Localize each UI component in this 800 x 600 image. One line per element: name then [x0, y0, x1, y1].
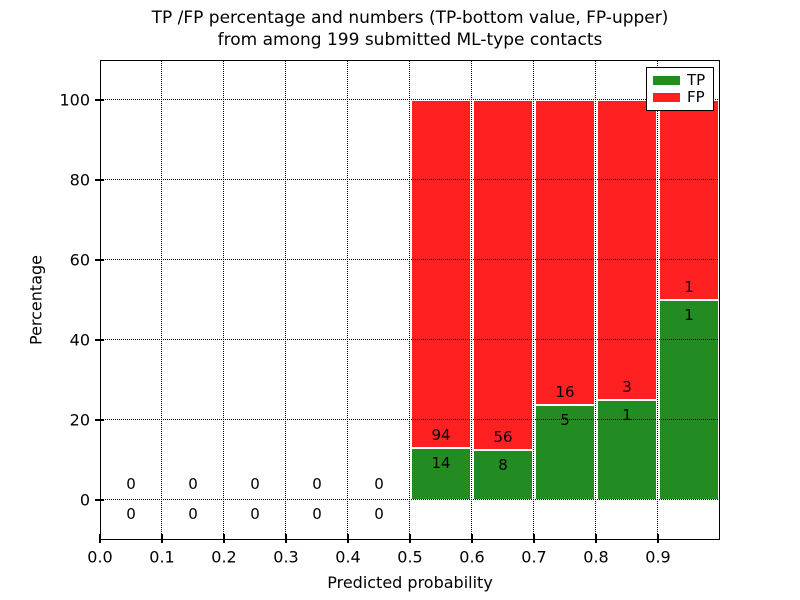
y-tick-mark — [95, 499, 104, 501]
x-tick-mark — [533, 534, 535, 543]
tp-count-label: 0 — [250, 505, 260, 523]
fp-count-label: 0 — [188, 475, 198, 493]
bar-segment-fp — [535, 100, 595, 405]
bar-segment-tp — [597, 400, 657, 500]
fp-color-swatch — [653, 93, 680, 103]
tp-count-label: 0 — [126, 505, 136, 523]
v-gridline — [161, 60, 162, 540]
x-tick-label: 0.6 — [459, 547, 485, 567]
h-gridline — [100, 259, 720, 260]
tp-count-label: 5 — [560, 410, 570, 429]
x-tick-label: 0.4 — [335, 547, 361, 567]
tp-color-swatch — [653, 75, 680, 85]
v-gridline — [223, 60, 224, 540]
bar-segment-fp — [411, 100, 471, 449]
fp-count-label: 94 — [431, 426, 451, 445]
v-gridline — [471, 60, 472, 540]
bar-segment-fp — [659, 100, 719, 300]
x-tick-label: 0.7 — [521, 547, 547, 567]
y-tick-mark — [95, 99, 104, 101]
fp-count-label: 0 — [374, 475, 384, 493]
tp-count-label: 8 — [498, 456, 508, 474]
x-axis-label: Predicted probability — [327, 573, 493, 592]
legend-item-tp: TP — [653, 70, 707, 89]
fp-count-label: 0 — [312, 475, 322, 493]
y-tick-label: 80 — [69, 170, 90, 190]
bar-segment-fp — [473, 100, 533, 450]
x-tick-mark — [347, 534, 349, 543]
x-tick-mark — [657, 534, 659, 543]
bar-segment-fp — [597, 100, 657, 400]
y-tick-label: 40 — [69, 330, 90, 350]
fp-count-label: 0 — [250, 475, 260, 493]
fp-count-label: 56 — [493, 428, 513, 446]
tp-count-label: 0 — [188, 505, 198, 523]
y-tick-label: 60 — [69, 250, 90, 270]
fp-count-label: 0 — [126, 475, 136, 493]
y-tick-mark — [95, 339, 104, 341]
x-tick-mark — [285, 534, 287, 543]
h-gridline — [100, 499, 720, 500]
x-tick-label: 0.3 — [273, 547, 299, 567]
h-gridline — [100, 179, 720, 180]
legend-item-fp: FP — [653, 90, 707, 105]
x-tick-label: 0.5 — [397, 547, 423, 567]
x-tick-mark — [161, 534, 163, 543]
h-gridline — [100, 419, 720, 420]
h-gridline — [100, 339, 720, 340]
v-gridline — [533, 60, 534, 540]
y-tick-label: 100 — [59, 90, 90, 110]
x-tick-label: 0.8 — [583, 547, 609, 567]
v-gridline — [285, 60, 286, 540]
y-tick-label: 20 — [69, 410, 90, 430]
chart-title-line1: TP /FP percentage and numbers (TP-bottom… — [151, 8, 669, 28]
h-gridline — [100, 99, 720, 100]
fp-count-label: 16 — [555, 382, 575, 401]
x-tick-mark — [223, 534, 225, 543]
v-gridline — [347, 60, 348, 540]
legend: TP FP — [646, 67, 714, 111]
tp-count-label: 14 — [431, 454, 451, 473]
x-tick-mark — [409, 534, 411, 543]
chart-title: TP /FP percentage and numbers (TP-bottom… — [100, 7, 720, 51]
legend-label-tp: TP — [687, 70, 706, 89]
y-tick-label: 0 — [79, 490, 90, 510]
tp-count-label: 1 — [622, 406, 632, 424]
y-tick-mark — [95, 259, 104, 261]
tp-count-label: 0 — [312, 505, 322, 523]
v-gridline — [657, 60, 658, 540]
x-tick-label: 0.2 — [211, 547, 237, 567]
chart-title-line2: from among 199 submitted ML-type contact… — [217, 30, 603, 50]
tp-count-label: 1 — [684, 306, 694, 324]
x-tick-mark — [99, 534, 101, 543]
fp-count-label: 1 — [684, 278, 694, 296]
v-gridline — [595, 60, 596, 540]
bar-segment-tp — [659, 300, 719, 500]
x-tick-mark — [595, 534, 597, 543]
v-gridline — [409, 60, 410, 540]
x-tick-label: 0.1 — [149, 547, 175, 567]
y-tick-mark — [95, 419, 104, 421]
y-tick-mark — [95, 179, 104, 181]
bar-segment-tp — [535, 404, 595, 500]
x-tick-label: 0.9 — [645, 547, 671, 567]
x-tick-mark — [471, 534, 473, 543]
fp-count-label: 3 — [622, 378, 632, 396]
bar-segment-tp — [411, 448, 471, 500]
tp-count-label: 0 — [374, 505, 384, 523]
legend-label-fp: FP — [687, 88, 705, 107]
x-tick-label: 0.0 — [87, 547, 113, 567]
